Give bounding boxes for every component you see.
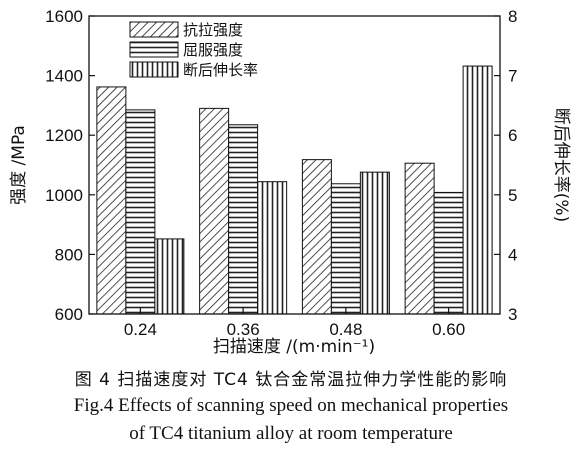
bar-抗拉强度-0.60: [404, 162, 435, 315]
figure-caption-english-line2: of TC4 titanium alloy at room temperatur…: [129, 423, 453, 444]
y-right-tick-label: 7: [508, 67, 517, 86]
x-axis-label: 扫描速度 /(m·min⁻¹): [213, 337, 375, 357]
bar-断后伸长率-0.48: [359, 171, 390, 315]
y-right-tick-label: 4: [508, 245, 517, 264]
plot-frame: [88, 15, 501, 315]
bar-断后伸长率-0.36: [257, 181, 288, 315]
legend-label: 屈服强度: [183, 41, 243, 59]
bar-断后伸长率-0.60: [462, 65, 493, 315]
figure-caption-chinese: 图 4 扫描速度对 TC4 钛合金常温拉伸力学性能的影响: [74, 370, 508, 390]
bar-断后伸长率-0.24: [154, 238, 185, 315]
y-left-tick-label: 1600: [45, 7, 83, 26]
figure-caption-english-line1: Fig.4 Effects of scanning speed on mecha…: [73, 395, 509, 416]
y-axis-left-label: 强度 /MPa: [9, 125, 29, 205]
bar-屈服强度-0.60: [433, 191, 464, 315]
y-left-tick-label: 1200: [45, 126, 83, 145]
legend-swatch: [129, 41, 179, 58]
legend-swatch: [129, 21, 179, 38]
x-tick-label: 0.24: [124, 320, 157, 339]
bar-屈服强度-0.36: [228, 124, 259, 315]
bar-抗拉强度-0.36: [199, 107, 230, 315]
bar-抗拉强度-0.48: [301, 159, 332, 315]
legend-swatch: [129, 61, 179, 78]
y-right-tick-label: 3: [508, 305, 517, 324]
x-tick-label: 0.36: [227, 320, 260, 339]
ticks-layer: 600 800 1000 1200 1400 1600 3 4 5 6 7 8 0.24 0.36 0.48…: [45, 7, 517, 339]
bar-屈服强度-0.48: [330, 183, 361, 315]
legend-label: 断后伸长率: [183, 61, 258, 79]
bar-chart: 600 800 1000 1200 1400 1600 3 4 5 6 7 8 0.24 0.36 0.48…: [9, 7, 571, 357]
legend-label: 抗拉强度: [183, 21, 243, 39]
y-left-tick-label: 800: [55, 245, 83, 264]
y-right-tick-label: 5: [508, 186, 517, 205]
x-tick-label: 0.48: [329, 320, 362, 339]
bar-抗拉强度-0.24: [96, 86, 127, 315]
bar-屈服强度-0.24: [125, 109, 156, 315]
y-right-tick-label: 8: [508, 7, 517, 26]
bars-layer: [96, 65, 493, 315]
y-axis-right-label: 断后伸长率(%): [551, 108, 571, 222]
y-left-tick-label: 600: [55, 305, 83, 324]
x-tick-label: 0.60: [432, 320, 465, 339]
y-left-tick-label: 1400: [45, 67, 83, 86]
y-left-tick-label: 1000: [45, 186, 83, 205]
y-right-tick-label: 6: [508, 126, 517, 145]
